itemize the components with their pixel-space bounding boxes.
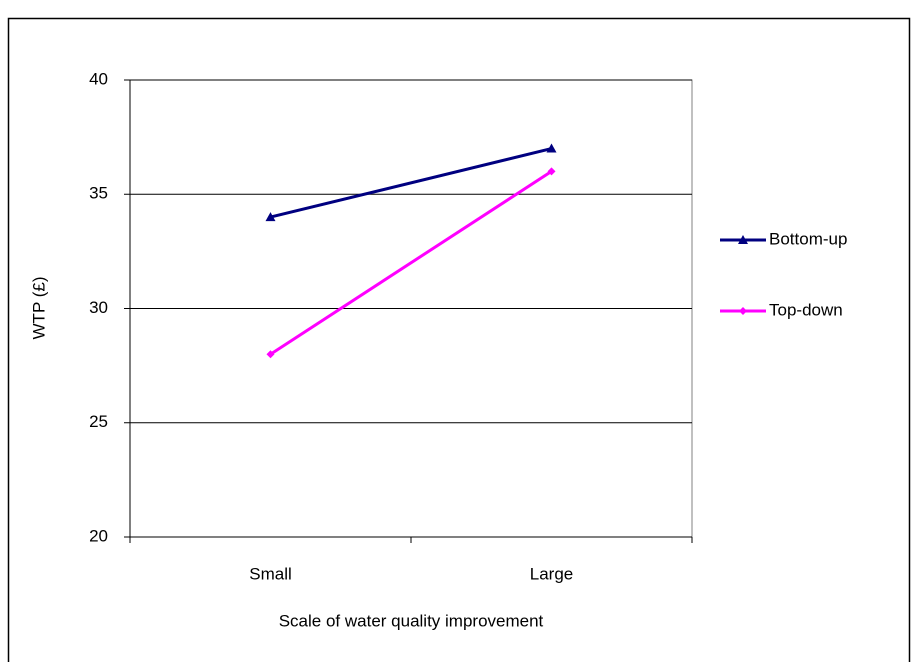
x-tick-label: Large bbox=[530, 564, 573, 583]
marker bbox=[546, 143, 557, 153]
marker bbox=[738, 235, 748, 244]
y-axis-label: WTP (£) bbox=[29, 277, 48, 340]
y-tick-label: 20 bbox=[89, 526, 108, 545]
marker bbox=[265, 212, 276, 222]
series-line bbox=[270, 147, 552, 219]
y-tick-label: 35 bbox=[89, 184, 108, 203]
y-tick-label: 40 bbox=[89, 69, 108, 88]
legend-label: Top-down bbox=[769, 300, 843, 319]
marker bbox=[739, 307, 747, 315]
y-tick-label: 30 bbox=[89, 298, 108, 317]
y-tick-label: 25 bbox=[89, 412, 108, 431]
marker bbox=[547, 167, 556, 176]
legend-label: Bottom-up bbox=[769, 229, 847, 248]
marker bbox=[266, 350, 275, 359]
series-line bbox=[269, 170, 553, 356]
x-axis-label: Scale of water quality improvement bbox=[279, 611, 544, 630]
x-tick-label: Small bbox=[249, 564, 292, 583]
